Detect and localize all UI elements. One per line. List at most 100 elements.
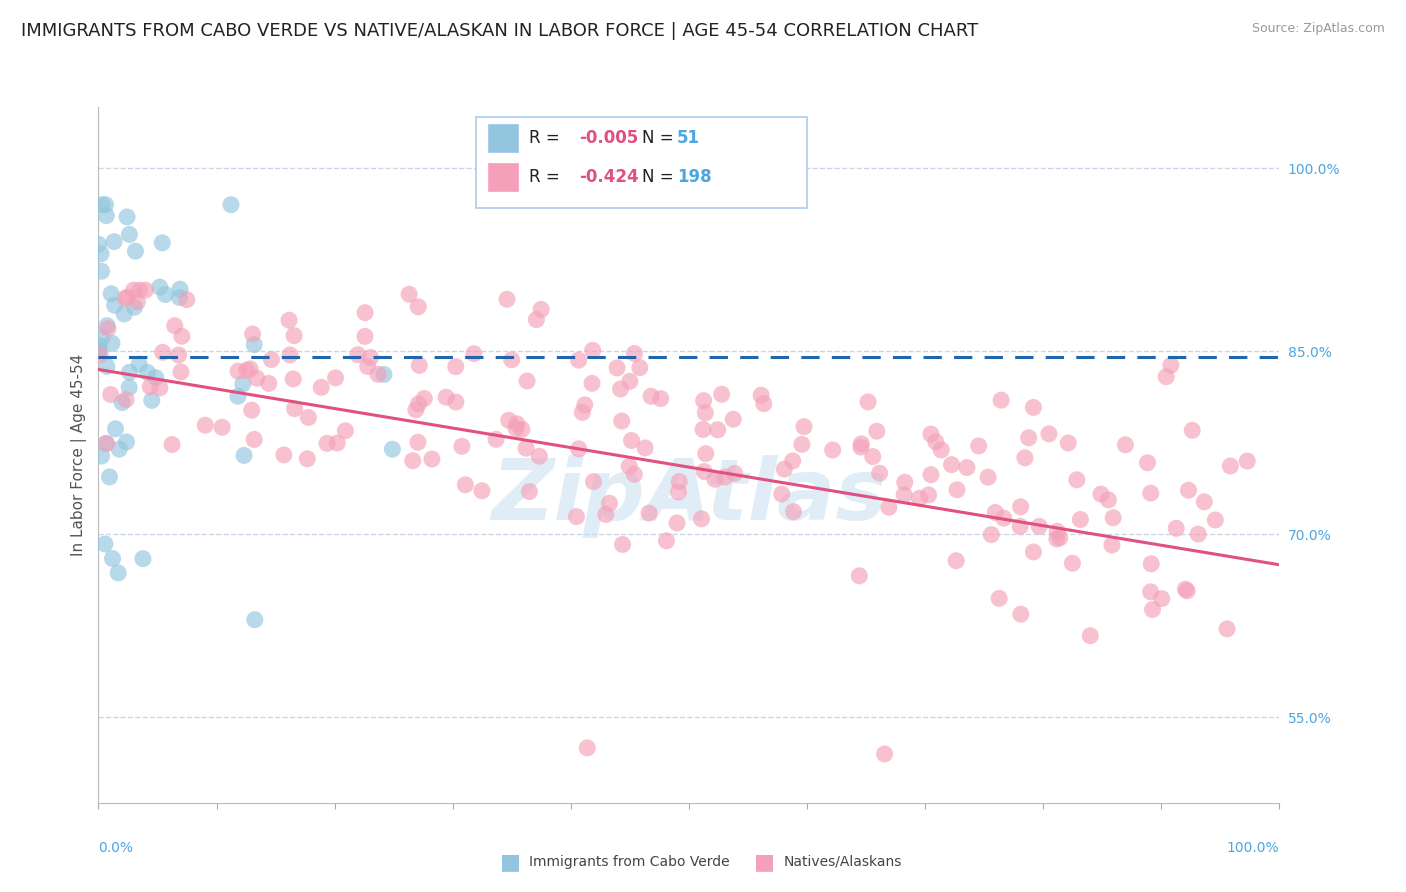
Point bbox=[929, 442, 952, 457]
Point bbox=[134, 283, 156, 297]
Point bbox=[170, 329, 193, 343]
Point bbox=[160, 437, 183, 451]
Point bbox=[501, 352, 523, 367]
FancyBboxPatch shape bbox=[488, 162, 517, 191]
Point bbox=[335, 424, 357, 438]
Point bbox=[1018, 431, 1040, 445]
Point bbox=[136, 366, 159, 380]
Point bbox=[104, 298, 127, 312]
Point bbox=[571, 405, 593, 419]
Point bbox=[619, 375, 641, 389]
Point bbox=[496, 292, 519, 306]
Point bbox=[655, 533, 678, 548]
Point bbox=[1049, 531, 1071, 545]
Point bbox=[1062, 556, 1084, 570]
Point bbox=[790, 437, 813, 451]
Point bbox=[297, 451, 319, 466]
Point bbox=[94, 436, 117, 450]
Point bbox=[1069, 512, 1091, 526]
Point bbox=[118, 227, 141, 242]
Point bbox=[710, 387, 733, 401]
Point bbox=[145, 370, 167, 384]
Point bbox=[114, 291, 136, 305]
Point bbox=[94, 537, 117, 551]
Text: IMMIGRANTS FROM CABO VERDE VS NATIVE/ALASKAN IN LABOR FORCE | AGE 45-54 CORRELAT: IMMIGRANTS FROM CABO VERDE VS NATIVE/ALA… bbox=[21, 22, 979, 40]
Point bbox=[346, 348, 368, 362]
Point bbox=[243, 433, 266, 447]
Point bbox=[1097, 492, 1119, 507]
Point bbox=[239, 362, 262, 376]
Point bbox=[211, 420, 233, 434]
Point bbox=[714, 470, 737, 484]
Point bbox=[260, 352, 283, 367]
FancyBboxPatch shape bbox=[477, 118, 807, 208]
Point bbox=[581, 376, 603, 391]
Text: ■: ■ bbox=[501, 852, 522, 872]
Point bbox=[866, 424, 889, 438]
Point bbox=[226, 389, 249, 403]
Point bbox=[167, 348, 190, 362]
Point bbox=[90, 449, 112, 463]
Point bbox=[515, 441, 537, 455]
Point bbox=[406, 435, 429, 450]
Point bbox=[666, 516, 689, 530]
Point bbox=[1014, 450, 1036, 465]
Text: Source: ZipAtlas.com: Source: ZipAtlas.com bbox=[1251, 22, 1385, 36]
Point bbox=[782, 454, 804, 468]
Text: ZipAtlas: ZipAtlas bbox=[491, 455, 887, 538]
Point bbox=[96, 318, 118, 333]
Point bbox=[219, 197, 242, 211]
Point bbox=[128, 283, 150, 297]
Point bbox=[693, 465, 716, 479]
Text: 198: 198 bbox=[678, 168, 711, 186]
Point bbox=[1177, 483, 1199, 498]
Point bbox=[98, 470, 121, 484]
Point bbox=[606, 360, 628, 375]
Point bbox=[283, 328, 305, 343]
Point bbox=[463, 347, 485, 361]
Point bbox=[610, 414, 633, 428]
Point bbox=[920, 467, 942, 482]
Point bbox=[984, 505, 1007, 519]
Point bbox=[773, 462, 796, 476]
Point bbox=[326, 436, 349, 450]
Point bbox=[945, 554, 967, 568]
Point bbox=[112, 307, 135, 321]
Point bbox=[1160, 358, 1182, 372]
Point bbox=[894, 475, 917, 490]
Point bbox=[103, 235, 125, 249]
Point bbox=[149, 280, 172, 294]
Point bbox=[169, 291, 191, 305]
Point bbox=[623, 467, 645, 482]
Point bbox=[640, 389, 662, 403]
Point bbox=[1022, 545, 1045, 559]
Point bbox=[1204, 513, 1226, 527]
Point bbox=[1150, 591, 1173, 606]
Point bbox=[619, 459, 641, 474]
Point bbox=[1174, 582, 1197, 597]
Point bbox=[176, 293, 198, 307]
Point bbox=[941, 458, 963, 472]
Point bbox=[226, 364, 249, 378]
Point bbox=[398, 287, 420, 301]
Point bbox=[956, 460, 979, 475]
Text: -0.424: -0.424 bbox=[579, 168, 638, 186]
Point bbox=[406, 300, 429, 314]
Point bbox=[111, 395, 134, 409]
Point bbox=[284, 401, 307, 416]
Point bbox=[568, 353, 591, 368]
Point bbox=[405, 402, 427, 417]
Point bbox=[87, 344, 110, 359]
Point bbox=[946, 483, 969, 497]
Point bbox=[695, 447, 717, 461]
Point bbox=[598, 496, 620, 510]
Point bbox=[505, 421, 527, 435]
Point bbox=[723, 412, 745, 426]
Point bbox=[1219, 458, 1241, 473]
Point bbox=[628, 360, 651, 375]
Point bbox=[862, 450, 884, 464]
Point bbox=[849, 440, 872, 454]
Point bbox=[243, 613, 266, 627]
Point bbox=[990, 393, 1012, 408]
Point bbox=[115, 392, 138, 407]
